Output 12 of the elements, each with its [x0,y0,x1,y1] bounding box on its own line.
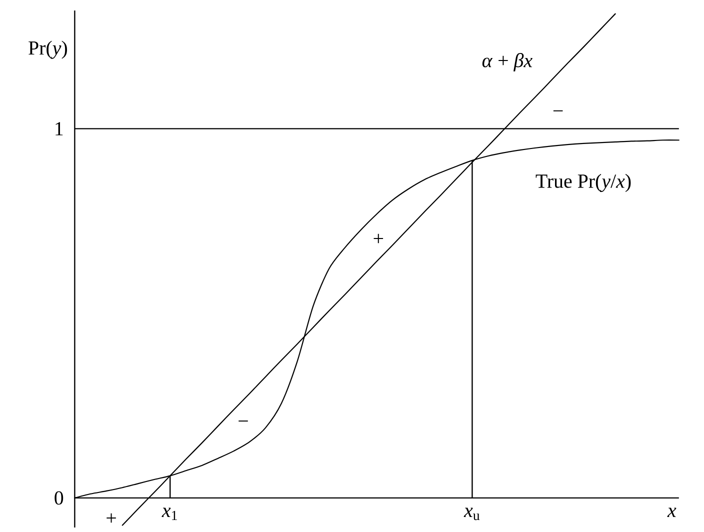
y-tick-label: 1 [56,122,63,136]
annotation: + [374,234,384,244]
x-tick-label: x$_{1}$ [162,508,177,520]
series-label: True Pr(y/x) [536,174,631,192]
y-tick-label: 0 [54,491,64,505]
annotation: − [553,110,563,112]
y-axis-title: Pr(y) [28,40,67,59]
annotation: + [106,513,116,523]
x-tick-label: x$_{u}$ [464,508,480,520]
series-label: α + βx [482,53,532,72]
x-axis-title: x [667,508,676,517]
annotation: − [238,420,248,422]
